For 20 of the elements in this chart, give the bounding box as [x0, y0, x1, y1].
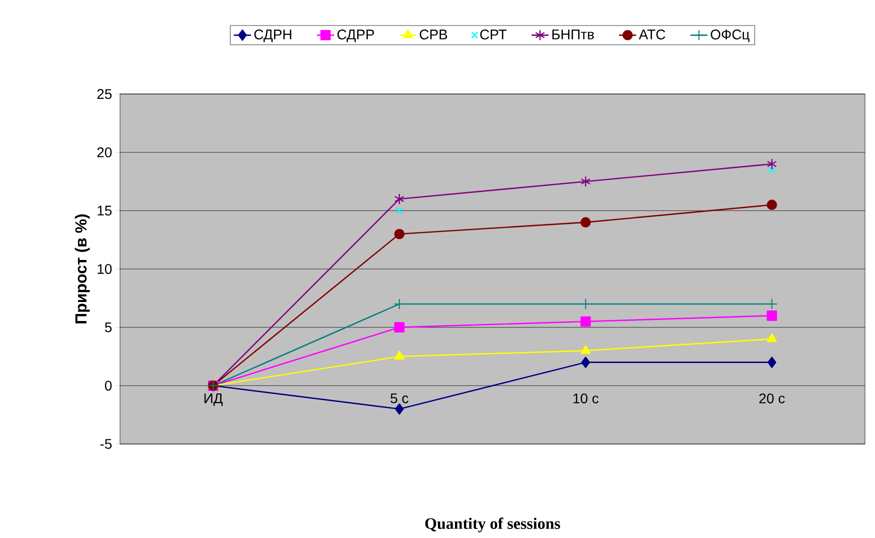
y-tick-label: 25 [97, 89, 112, 99]
x-tick-label: 20 с [759, 393, 785, 404]
x-tick-label: ИД [204, 393, 223, 406]
legend-label: БНПтв [552, 30, 594, 40]
y-tick-label: 10 [98, 264, 112, 274]
x-axis-title: Quantity of sessions [425, 518, 560, 532]
legend-label: СРТ [480, 30, 507, 40]
y-tick-label: 15 [98, 206, 112, 216]
legend-label: СДРР [337, 30, 374, 42]
y-tick-label: 0 [104, 380, 112, 391]
legend-label: ОФСц [710, 30, 750, 42]
x-tick-label: 10 с [573, 393, 598, 404]
x-tick-label: 5 с [390, 393, 408, 404]
legend-label: АТС [638, 30, 666, 40]
y-tick-label: 20 [97, 147, 112, 158]
y-axis-title: Прирост (в %) [74, 214, 90, 324]
legend-label: СРВ [420, 30, 448, 40]
y-tick-label: 5 [104, 322, 112, 332]
y-tick-label: -5 [100, 439, 112, 449]
legend-label: СДРН [254, 30, 292, 42]
